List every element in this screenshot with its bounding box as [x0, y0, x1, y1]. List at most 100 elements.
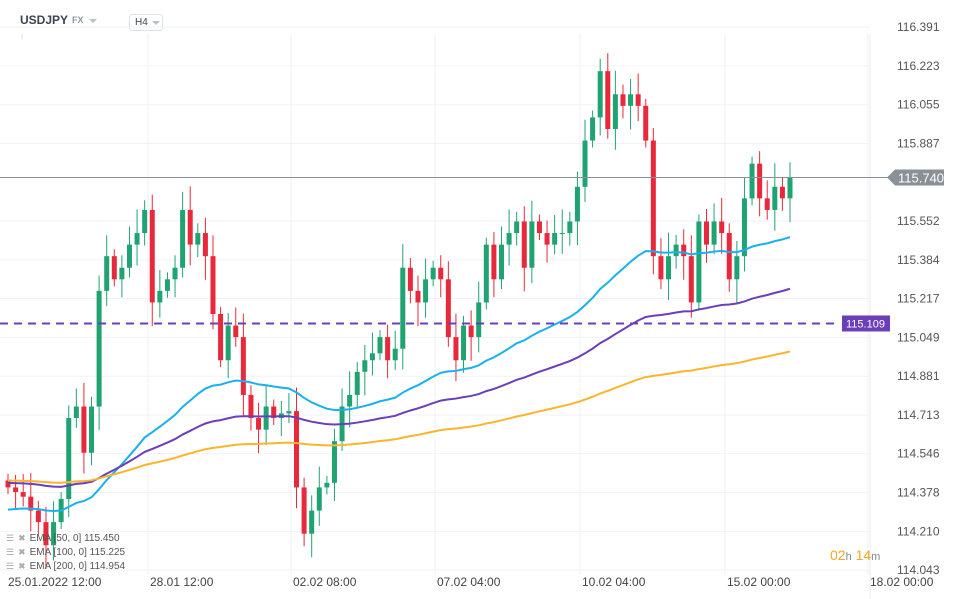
timeframe-value: H4 [135, 17, 148, 28]
candle-up [316, 487, 322, 511]
y-tick-label: 114.378 [897, 486, 940, 500]
ema100-line [7, 287, 791, 488]
candle-down [301, 487, 307, 534]
candle-up [734, 256, 740, 280]
candle-up [772, 186, 778, 210]
candle-up [574, 186, 580, 222]
candle-down [536, 221, 542, 234]
y-tick-label: 114.043 [897, 563, 940, 577]
candle-down [202, 233, 208, 257]
candle-down [650, 140, 656, 257]
candle-down [218, 313, 224, 361]
chart-header: USDJPY FX H4 [0, 0, 958, 34]
candle-up [89, 406, 95, 453]
x-tick-label: 28.01 12:00 [150, 575, 214, 589]
candle-down [13, 487, 19, 493]
candle-down [703, 221, 709, 245]
candle-up [483, 244, 489, 303]
candle-up [559, 233, 565, 235]
candle-down [20, 492, 26, 497]
candle-down [688, 256, 694, 303]
legend-ema200[interactable]: ☰ ✖ EMA [200, 0] 114.954 [6, 561, 125, 572]
legend-ema100[interactable]: ☰ ✖ EMA [100, 0] 115.225 [6, 547, 125, 558]
x-tick-label: 10.02 04:00 [582, 575, 646, 589]
candle-up [164, 279, 170, 291]
candle-up [461, 325, 467, 361]
candle-up [423, 279, 429, 303]
candle-up [309, 510, 315, 534]
candle-up [96, 290, 102, 407]
candle-up [286, 411, 292, 414]
legend-label: EMA [200, 0] 114.954 [29, 561, 126, 572]
candle-up [597, 71, 603, 118]
candle-down [385, 337, 391, 361]
candle-up [263, 406, 269, 430]
x-tick-label: 18.02 00:00 [870, 575, 934, 589]
ema50-line [7, 236, 791, 512]
candle-up [369, 353, 375, 361]
y-tick-label: 115.552 [897, 214, 940, 228]
symbol-label[interactable]: USDJPY [20, 13, 69, 27]
candle-up [66, 418, 72, 500]
candle-down [407, 267, 413, 291]
timeframe-select[interactable]: H4 [129, 14, 163, 31]
candle-up [172, 267, 178, 280]
candle-up [506, 233, 512, 245]
y-tick-label: 116.391 [897, 20, 940, 34]
candle-down [643, 105, 649, 141]
x-tick-label: 25.01.2022 12:00 [8, 575, 102, 589]
settings-icon[interactable]: ☰ [6, 561, 15, 571]
market-label[interactable]: FX [72, 15, 84, 25]
close-icon[interactable]: ✖ [18, 547, 26, 557]
candle-down [415, 290, 421, 303]
candle-up [195, 233, 201, 245]
candle-up [119, 267, 125, 280]
candle-up [590, 117, 596, 141]
ema200-line [7, 350, 791, 484]
candle-down [521, 221, 527, 268]
candle-down [271, 406, 277, 419]
y-tick-label: 114.546 [897, 447, 940, 461]
candle-down [28, 496, 34, 511]
y-tick-label: 115.049 [897, 330, 940, 344]
y-tick-label: 114.881 [897, 369, 940, 383]
candle-up [347, 394, 353, 407]
candle-up [142, 209, 148, 234]
candle-up [400, 267, 406, 349]
candle-up [612, 94, 618, 129]
candle-down [491, 244, 497, 280]
candle-up [741, 198, 747, 257]
candle-down [210, 256, 216, 314]
candle-down [764, 198, 770, 210]
candle-down [658, 256, 664, 280]
y-tick-label: 116.055 [897, 98, 940, 112]
candle-down [233, 325, 239, 338]
close-icon[interactable]: ✖ [18, 533, 26, 543]
candle-up [362, 360, 368, 372]
candle-up [711, 221, 717, 245]
candle-up [696, 221, 702, 303]
candle-up [324, 482, 330, 488]
x-tick-label: 02.02 08:00 [293, 575, 357, 589]
close-icon[interactable]: ✖ [18, 561, 26, 571]
y-tick-label: 115.887 [897, 137, 940, 151]
last-price-label: 115.740 [898, 171, 944, 186]
legend-ema50[interactable]: ☰ ✖ EMA [50, 0] 115.450 [6, 533, 120, 544]
x-tick-label: 07.02 04:00 [437, 575, 501, 589]
level-badge [842, 315, 890, 332]
candle-up [225, 325, 231, 361]
chevron-down-icon[interactable] [89, 19, 97, 23]
candle-down [240, 337, 246, 395]
candle-up [392, 348, 398, 361]
candle-down [248, 394, 254, 419]
candle-up [787, 177, 793, 199]
settings-icon[interactable]: ☰ [6, 533, 15, 543]
candle-up [514, 221, 520, 234]
candle-up [567, 221, 573, 234]
candle-down [294, 411, 300, 488]
candle-down [81, 406, 87, 453]
candle-down [468, 325, 474, 338]
settings-icon[interactable]: ☰ [6, 547, 15, 557]
y-tick-label: 115.217 [897, 292, 940, 306]
